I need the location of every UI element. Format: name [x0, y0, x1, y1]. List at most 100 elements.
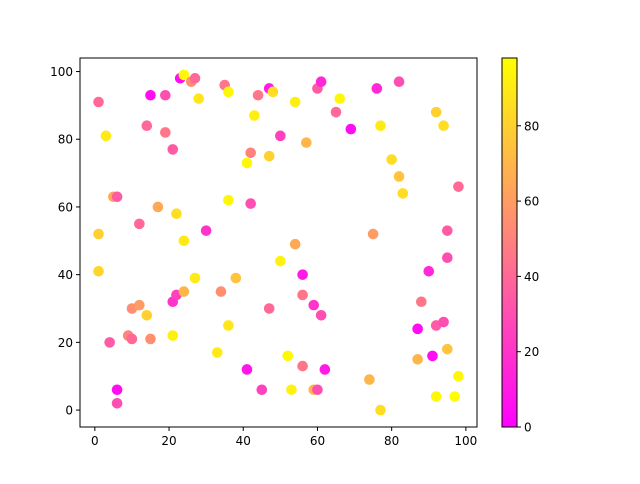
data-point — [241, 364, 253, 375]
data-point — [145, 89, 156, 101]
colorbar-tick-label: 40 — [524, 270, 539, 284]
x-tick-label: 100 — [454, 434, 477, 448]
data-point — [282, 350, 294, 362]
y-tick-label: 100 — [50, 65, 73, 79]
data-point — [223, 86, 234, 98]
plot-area-frame — [79, 57, 478, 428]
data-point — [330, 106, 342, 118]
data-point — [449, 391, 461, 402]
x-tick-label: 20 — [161, 434, 176, 448]
data-point — [93, 265, 104, 277]
data-point — [167, 144, 179, 155]
data-point — [241, 157, 253, 169]
data-point — [134, 218, 145, 230]
y-tick-label: 60 — [58, 200, 73, 214]
data-point — [397, 188, 409, 199]
data-point — [152, 201, 164, 213]
x-tick-label: 0 — [91, 434, 99, 448]
data-point — [145, 333, 156, 345]
x-tick-label: 40 — [236, 434, 251, 448]
colorbar-axis: 0 20 40 60 80 — [517, 119, 539, 435]
colorbar-tick-label: 20 — [524, 345, 539, 359]
data-point — [297, 289, 308, 301]
y-tick-label: 80 — [58, 133, 73, 147]
x-axis: 0 20 40 60 80 100 — [91, 427, 477, 448]
y-tick-label: 20 — [58, 336, 73, 350]
data-point — [171, 208, 182, 220]
data-point — [111, 384, 123, 396]
data-point — [167, 330, 179, 341]
data-point — [141, 309, 153, 321]
data-point — [442, 343, 453, 355]
data-point — [286, 384, 297, 396]
data-point — [301, 137, 312, 148]
data-point — [230, 272, 242, 284]
data-point — [442, 225, 453, 236]
data-point — [386, 154, 397, 165]
data-point — [93, 96, 104, 108]
data-point — [423, 265, 435, 277]
data-point — [252, 89, 264, 101]
data-point — [427, 350, 438, 362]
data-point — [453, 370, 464, 382]
data-point — [393, 171, 405, 182]
data-point — [442, 252, 453, 264]
data-point — [334, 93, 346, 104]
data-point — [111, 398, 123, 409]
data-point — [134, 299, 145, 311]
colorbar-tick-label: 0 — [524, 421, 532, 435]
data-point — [193, 93, 205, 104]
data-point — [364, 374, 375, 385]
data-point — [430, 106, 442, 118]
data-point — [104, 337, 115, 348]
data-point — [438, 120, 449, 132]
data-point — [367, 228, 379, 240]
data-point — [412, 353, 423, 365]
data-point — [375, 404, 386, 416]
data-point — [345, 123, 357, 135]
data-point — [297, 269, 308, 280]
data-point — [93, 228, 104, 240]
data-point — [308, 299, 320, 311]
x-tick-label: 80 — [384, 434, 399, 448]
y-tick-label: 40 — [58, 268, 73, 282]
data-point — [100, 130, 112, 142]
data-point — [263, 150, 275, 162]
data-points — [93, 69, 464, 416]
y-tick-label: 0 — [65, 404, 73, 418]
data-point — [256, 384, 268, 396]
data-point — [126, 333, 138, 345]
data-point — [393, 76, 405, 87]
data-point — [412, 323, 423, 335]
data-point — [200, 225, 212, 236]
data-point — [297, 360, 308, 372]
data-point — [312, 384, 323, 396]
data-point — [315, 76, 327, 87]
data-point — [223, 194, 234, 206]
data-point — [215, 286, 227, 297]
data-point — [430, 391, 442, 402]
data-point — [275, 255, 286, 267]
data-point — [189, 73, 201, 84]
data-point — [371, 83, 383, 94]
data-point — [275, 130, 286, 142]
data-point — [263, 303, 275, 314]
data-point — [141, 120, 153, 132]
data-point — [111, 191, 123, 203]
data-point — [315, 309, 327, 321]
data-point — [160, 127, 171, 138]
data-point — [245, 147, 256, 159]
colorbar-tick-label: 80 — [524, 119, 539, 133]
data-point — [416, 296, 427, 308]
data-point — [289, 238, 301, 250]
data-point — [438, 316, 449, 328]
x-tick-label: 60 — [310, 434, 325, 448]
data-point — [178, 286, 190, 297]
colorbar-tick-label: 60 — [524, 195, 539, 209]
data-point — [189, 272, 201, 284]
data-point — [178, 235, 190, 247]
data-point — [319, 364, 331, 375]
data-point — [160, 89, 171, 101]
y-axis: 0 20 40 60 80 100 — [50, 65, 80, 418]
